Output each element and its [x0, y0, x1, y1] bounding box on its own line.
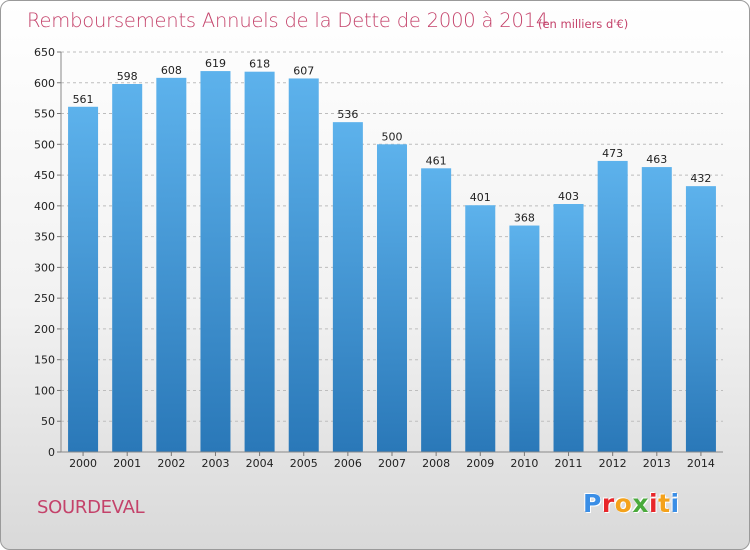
bar: [421, 168, 452, 453]
x-tick-label: 2002: [157, 457, 185, 470]
x-tick-label: 2009: [466, 457, 494, 470]
x-tick-label: 2013: [643, 457, 671, 470]
data-label: 403: [558, 190, 579, 203]
chart-subtitle: (en milliers d'€): [538, 17, 629, 31]
y-tick-label: 50: [41, 415, 55, 428]
x-tick-label: 2001: [113, 457, 141, 470]
x-tick-label: 2000: [69, 457, 97, 470]
proxiti-logo: Proxiti: [583, 489, 680, 518]
bar: [288, 78, 319, 452]
x-tick-label: 2010: [510, 457, 538, 470]
x-tick-label: 2014: [687, 457, 715, 470]
bar: [112, 84, 143, 452]
logo-letter: P: [583, 489, 602, 518]
y-tick-label: 200: [34, 323, 55, 336]
y-tick-label: 650: [34, 46, 55, 59]
logo-letter: i: [670, 489, 680, 518]
x-tick-label: 2012: [599, 457, 627, 470]
logo-letter: r: [601, 489, 615, 518]
bar: [200, 71, 231, 453]
y-tick-label: 550: [34, 108, 55, 121]
logo-letter: i: [649, 489, 659, 518]
bar: [641, 167, 672, 453]
y-tick-label: 100: [34, 384, 55, 397]
bar: [685, 186, 716, 452]
bar: [553, 204, 584, 452]
data-label: 401: [470, 191, 491, 204]
bar: [332, 122, 363, 453]
bar: [156, 77, 187, 452]
x-tick-label: 2011: [555, 457, 583, 470]
y-tick-label: 300: [34, 261, 55, 274]
commune-name: SOURDEVAL: [37, 497, 145, 518]
data-label: 619: [205, 57, 226, 70]
data-label: 368: [514, 212, 535, 225]
data-label: 598: [117, 70, 138, 83]
x-tick-label: 2008: [422, 457, 450, 470]
bar: [244, 71, 275, 452]
bar: [597, 160, 628, 452]
y-tick-label: 0: [48, 446, 55, 459]
data-label: 618: [249, 58, 270, 71]
bar: [376, 144, 408, 453]
chart-title: Remboursements Annuels de la Dette de 20…: [27, 9, 549, 32]
bar: [465, 205, 496, 452]
y-tick-label: 600: [34, 77, 55, 90]
data-label: 607: [293, 64, 314, 77]
x-tick-label: 2003: [201, 457, 229, 470]
x-tick-label: 2007: [378, 457, 406, 470]
data-label: 500: [382, 130, 403, 143]
data-label: 432: [690, 172, 711, 185]
data-label: 461: [426, 154, 447, 167]
logo-letter: x: [632, 489, 649, 518]
logo-letter: o: [614, 489, 633, 518]
axes: 0 50 100 150 200 250 300 350 400 450 500 550 600 650 2…: [34, 46, 723, 470]
x-tick-label: 2004: [246, 457, 274, 470]
data-label: 536: [337, 108, 358, 121]
bars: 561 598 608 619 618 607 536 500 461 401 368 403 473 4…: [68, 57, 716, 453]
bar: [68, 106, 99, 453]
y-tick-label: 150: [34, 354, 55, 367]
data-label: 561: [73, 93, 94, 106]
bar: [509, 225, 540, 452]
y-tick-label: 400: [34, 200, 55, 213]
y-tick-label: 350: [34, 231, 55, 244]
x-tick-label: 2005: [290, 457, 318, 470]
y-tick-label: 450: [34, 169, 55, 182]
logo-letter: t: [658, 489, 671, 518]
data-label: 463: [646, 153, 667, 166]
x-tick-label: 2006: [334, 457, 362, 470]
y-tick-label: 500: [34, 138, 55, 151]
data-label: 473: [602, 147, 623, 160]
y-tick-label: 250: [34, 292, 55, 305]
data-label: 608: [161, 64, 182, 77]
